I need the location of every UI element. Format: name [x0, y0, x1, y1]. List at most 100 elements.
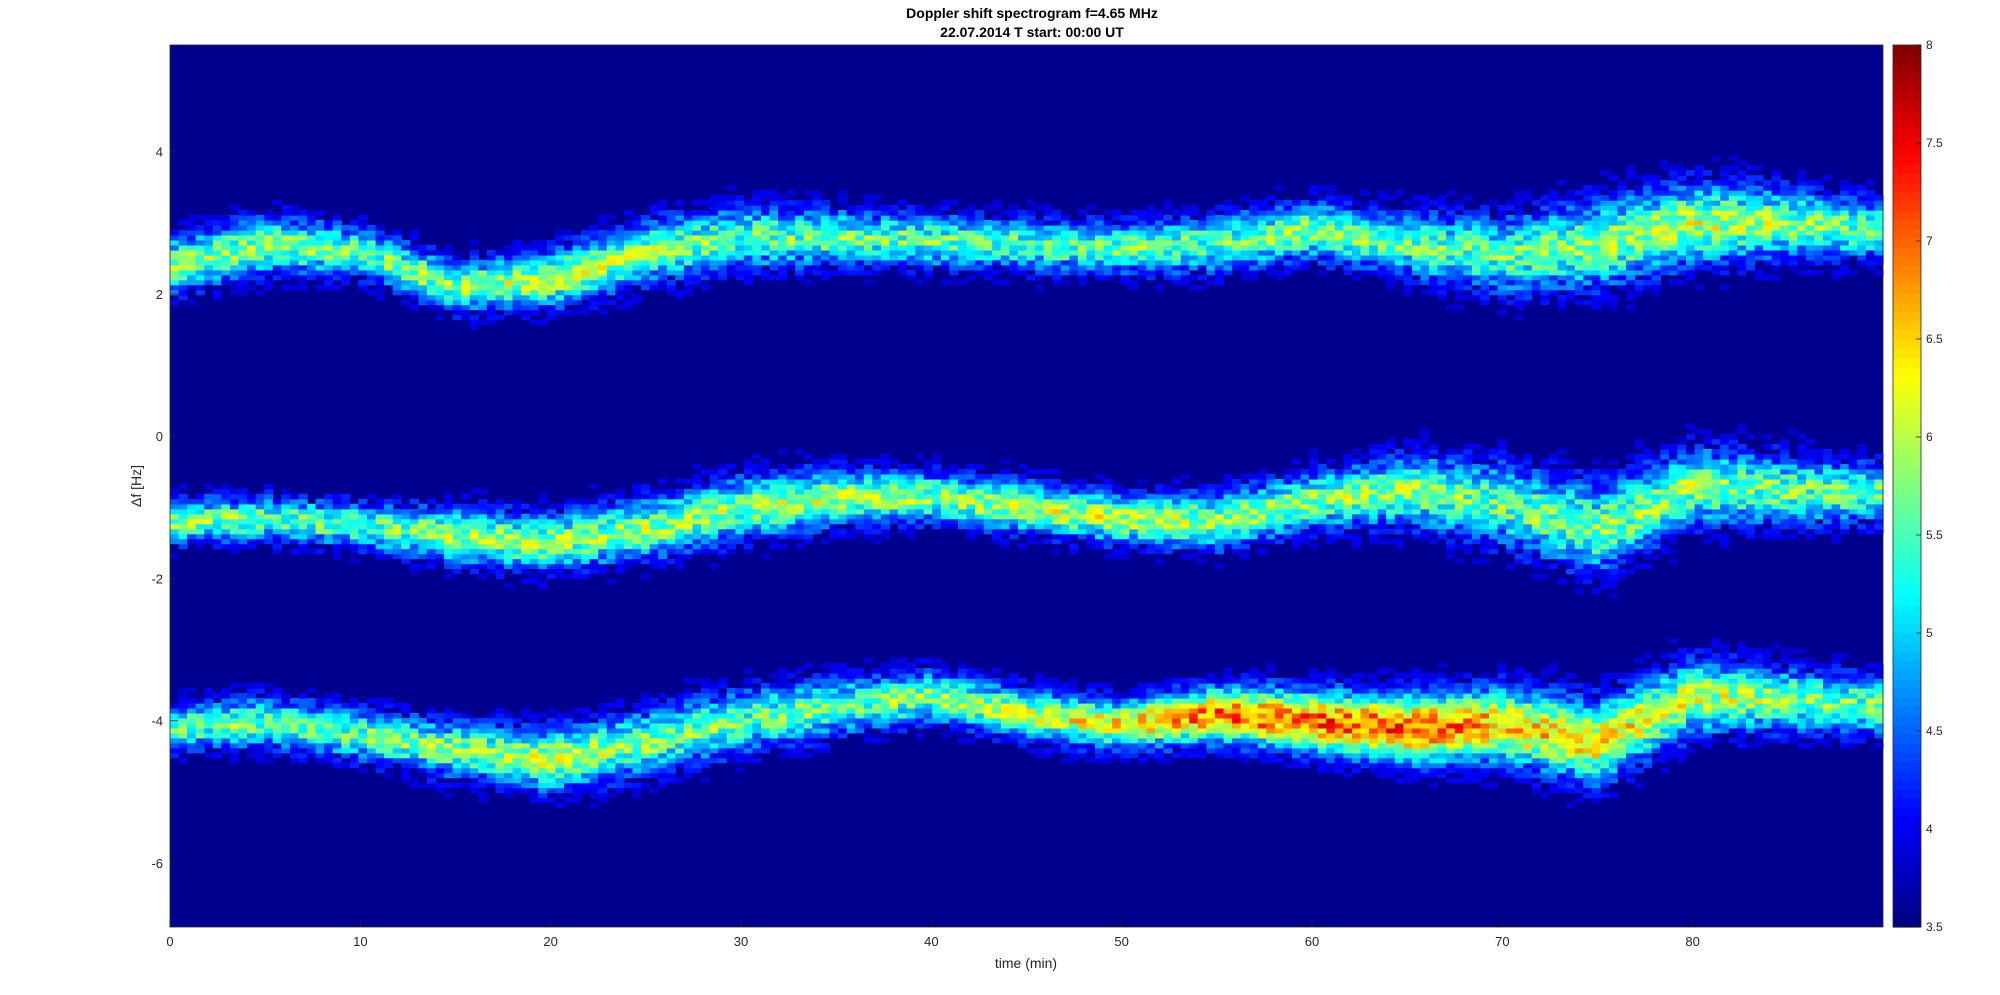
heatmap-cell: [880, 528, 891, 535]
heatmap-cell: [983, 220, 993, 226]
heatmap-cell: [435, 528, 445, 535]
heatmap-cell: [1077, 503, 1088, 510]
heatmap-cell: [726, 200, 736, 206]
heatmap-cell: [221, 488, 231, 495]
heatmap-cell: [615, 553, 625, 560]
heatmap-cell: [761, 707, 771, 714]
heatmap-cell: [341, 513, 351, 520]
heatmap-cell: [752, 493, 762, 500]
heatmap-cell: [1026, 732, 1036, 739]
heatmap-cell: [461, 757, 471, 764]
heatmap-cell: [983, 698, 993, 704]
heatmap-cell: [426, 767, 437, 774]
heatmap-cell: [983, 693, 993, 699]
heatmap-cell: [230, 508, 240, 515]
heatmap-cell: [1103, 523, 1113, 530]
heatmap-cell: [803, 518, 813, 525]
heatmap-cell: [315, 717, 325, 724]
heatmap-cell: [795, 244, 805, 251]
heatmap-cell: [1095, 483, 1105, 490]
heatmap-cell: [615, 767, 625, 774]
heatmap-cell: [641, 693, 651, 699]
heatmap-cell: [752, 264, 762, 271]
heatmap-cell: [444, 284, 454, 291]
heatmap-cell: [589, 722, 599, 729]
heatmap-cell: [915, 513, 925, 520]
heatmap-cell: [281, 205, 291, 211]
heatmap-cell: [889, 473, 899, 480]
heatmap-cell: [324, 528, 334, 535]
heatmap-cell: [212, 528, 222, 535]
heatmap-cell: [726, 478, 736, 485]
heatmap-cell: [230, 513, 240, 520]
heatmap-cell: [649, 279, 659, 286]
heatmap-cell: [324, 508, 334, 515]
heatmap-cell: [555, 802, 565, 809]
heatmap-cell: [392, 259, 402, 266]
heatmap-cell: [1000, 737, 1010, 744]
heatmap-cell: [683, 707, 694, 714]
heatmap-cell: [452, 508, 462, 515]
heatmap-cell: [418, 274, 428, 281]
heatmap-cell: [666, 543, 676, 550]
heatmap-cell: [212, 508, 222, 515]
heatmap-cell: [341, 225, 351, 231]
heatmap-cell: [1009, 698, 1019, 704]
heatmap-cell: [221, 244, 231, 251]
heatmap-cell: [658, 229, 668, 236]
heatmap-cell: [863, 688, 873, 694]
heatmap-cell: [966, 239, 976, 246]
heatmap-cell: [521, 578, 531, 585]
heatmap-cell: [426, 269, 437, 276]
heatmap-cell: [178, 508, 188, 515]
heatmap-cell: [1095, 498, 1105, 505]
heatmap-cell: [444, 707, 454, 714]
heatmap-cell: [426, 752, 437, 759]
heatmap-cell: [641, 717, 651, 724]
heatmap-cell: [966, 712, 976, 719]
heatmap-cell: [709, 717, 719, 724]
heatmap-cell: [426, 732, 437, 739]
heatmap-cell: [1069, 722, 1079, 729]
heatmap-cell: [932, 483, 942, 490]
heatmap-cell: [615, 782, 625, 789]
heatmap-cell: [932, 205, 942, 211]
heatmap-cell: [949, 463, 959, 470]
heatmap-cell: [615, 777, 625, 784]
heatmap-cell: [1009, 225, 1019, 231]
heatmap-cell: [1017, 727, 1028, 734]
heatmap-cell: [718, 523, 728, 530]
heatmap-cell: [264, 727, 274, 734]
heatmap-cell: [521, 264, 531, 271]
heatmap-cell: [546, 747, 557, 754]
heatmap-cell: [461, 314, 471, 321]
heatmap-cell: [632, 225, 642, 231]
heatmap-cell: [264, 498, 274, 505]
heatmap-cell: [195, 707, 205, 714]
heatmap-cell: [726, 210, 736, 216]
heatmap-cell: [949, 717, 959, 724]
heatmap-cell: [1043, 478, 1053, 485]
heatmap-cell: [1052, 244, 1062, 251]
heatmap-cell: [940, 498, 951, 505]
heatmap-cell: [940, 523, 951, 530]
heatmap-cell: [701, 732, 711, 739]
heatmap-cell: [889, 722, 899, 729]
heatmap-cell: [1069, 229, 1079, 236]
heatmap-cell: [966, 513, 976, 520]
heatmap-cell: [701, 727, 711, 734]
heatmap-cell: [1137, 528, 1147, 535]
heatmap-cell: [598, 513, 608, 520]
heatmap-cell: [1069, 548, 1079, 555]
heatmap-cell: [761, 493, 771, 500]
heatmap-cell: [898, 503, 908, 510]
heatmap-cell: [683, 688, 694, 694]
heatmap-cell: [581, 553, 591, 560]
heatmap-cell: [1026, 264, 1036, 271]
heatmap-cell: [452, 289, 462, 296]
heatmap-cell: [469, 528, 479, 535]
heatmap-cell: [958, 727, 968, 734]
heatmap-cell: [898, 269, 908, 276]
heatmap-cell: [1129, 503, 1139, 510]
heatmap-cell: [247, 234, 257, 241]
